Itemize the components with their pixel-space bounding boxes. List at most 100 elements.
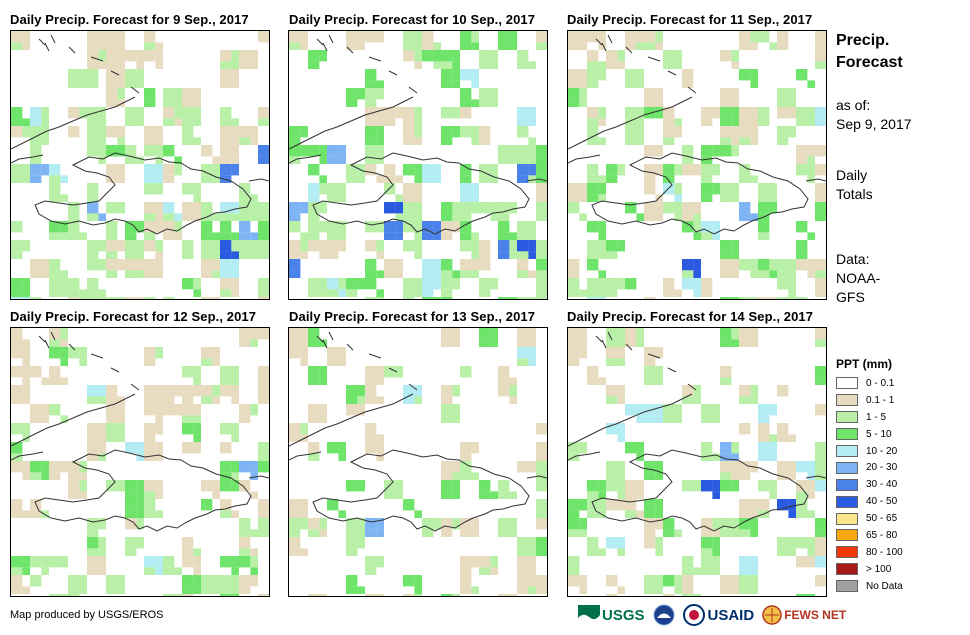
precip-cell: [357, 586, 365, 594]
precip-cell: [422, 289, 434, 297]
legend-swatch: [836, 394, 858, 407]
precip-cell: [250, 491, 258, 499]
precip-cell: [403, 31, 415, 43]
precip-cell: [441, 69, 453, 81]
precip-cell: [125, 537, 137, 549]
precip-cell: [769, 491, 777, 499]
precip-cell: [182, 366, 194, 378]
precip-cell: [365, 145, 377, 157]
precip-cell: [460, 567, 472, 575]
precip-cell: [579, 80, 587, 88]
precip-cell: [182, 118, 194, 126]
precip-cell: [490, 50, 498, 62]
precip-cell: [731, 529, 739, 537]
precip-cell: [376, 529, 384, 537]
precip-cell: [289, 251, 301, 259]
precip-cell: [30, 137, 42, 145]
precip-cell: [587, 259, 599, 271]
precip-cell: [49, 289, 61, 297]
precip-cell: [11, 297, 23, 299]
precip-cell: [796, 156, 808, 164]
precip-cell: [758, 194, 770, 202]
precip-cell: [750, 270, 758, 278]
precip-cell: [155, 423, 163, 435]
precip-cell: [414, 251, 422, 259]
precip-cell: [479, 251, 491, 259]
precip-cell: [308, 183, 320, 195]
precip-cell: [231, 61, 239, 69]
precip-cell: [87, 202, 99, 214]
puerto-rico-coastline: [526, 178, 547, 182]
precip-cell: [490, 61, 498, 69]
precip-cell: [815, 442, 826, 454]
precip-cell: [587, 194, 599, 202]
precip-cell: [87, 434, 99, 442]
precip-cell: [98, 42, 106, 50]
precip-cell: [644, 347, 656, 359]
as-of-date: Sep 9, 2017: [836, 116, 912, 132]
precip-cell: [220, 586, 232, 594]
precip-cell: [655, 404, 663, 416]
precip-cell: [807, 480, 815, 492]
precip-cell: [460, 99, 472, 107]
precip-cell: [289, 510, 301, 518]
precip-cell: [739, 42, 751, 50]
precip-cell: [587, 377, 599, 385]
precip-cell: [250, 567, 258, 575]
precip-cell: [536, 423, 547, 435]
precip-cell: [125, 69, 137, 81]
precip-cell: [788, 289, 796, 297]
precip-cell: [655, 213, 663, 221]
precip-cell: [598, 278, 606, 290]
precip-cell: [606, 278, 618, 290]
precip-cell: [231, 423, 239, 435]
panel-title: Daily Precip. Forecast for 10 Sep., 2017: [289, 12, 536, 27]
precip-cell: [357, 31, 365, 43]
precip-cell: [422, 259, 434, 271]
precip-cell: [327, 347, 339, 359]
legend-item: 20 - 30: [836, 459, 903, 476]
precip-cell: [98, 145, 106, 157]
precip-cell: [376, 556, 384, 568]
precip-cell: [201, 175, 213, 183]
precip-cell: [479, 126, 491, 138]
precip-cell: [258, 366, 269, 378]
precip-cell: [193, 377, 201, 385]
precip-cell: [22, 118, 30, 126]
precip-cell: [788, 548, 796, 556]
precip-cell: [22, 461, 30, 473]
precip-cell: [712, 453, 720, 461]
precip-cell: [579, 499, 587, 511]
precip-cell: [174, 232, 182, 240]
precip-cell: [674, 213, 682, 221]
precip-cell: [182, 88, 194, 100]
precip-cell: [452, 415, 460, 423]
precip-cell: [193, 88, 201, 100]
precip-cell: [807, 164, 815, 176]
precip-cell: [308, 415, 320, 423]
precip-cell: [144, 42, 156, 50]
precip-cell: [376, 270, 384, 278]
precip-cell: [125, 548, 137, 556]
precip-cell: [357, 518, 365, 530]
precip-cell: [258, 156, 269, 164]
legend-item: 5 - 10: [836, 426, 903, 443]
precip-cell: [498, 385, 510, 397]
precip-cell: [536, 289, 547, 297]
precip-cell: [250, 339, 258, 347]
precip-cell: [422, 175, 434, 183]
puerto-rico-coastline: [805, 475, 826, 479]
legend-label: 0 - 0.1: [866, 377, 895, 389]
precip-cell: [98, 259, 106, 271]
precip-cell: [193, 548, 201, 556]
precip-cell: [739, 556, 751, 568]
precip-cell: [598, 69, 606, 81]
precip-cell: [815, 118, 826, 126]
precip-cell: [319, 404, 327, 416]
precip-cell: [452, 126, 460, 138]
precip-cell: [346, 586, 358, 594]
precip-cell: [568, 339, 580, 347]
precip-cell: [739, 339, 751, 347]
precip-cell: [357, 480, 365, 492]
precip-cell: [30, 556, 42, 568]
